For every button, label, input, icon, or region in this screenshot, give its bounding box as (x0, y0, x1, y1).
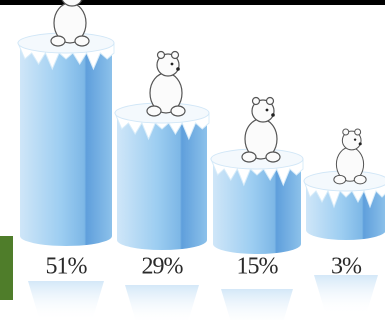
value-label: 51% (46, 254, 88, 280)
bear-leg (353, 174, 367, 185)
polar-bear (241, 96, 281, 163)
bear-ear (354, 128, 362, 136)
ice-reflection (314, 275, 378, 315)
top-bar (0, 0, 385, 5)
ice-reflection (125, 285, 199, 320)
bear-ear (251, 96, 261, 106)
ice-block (20, 43, 112, 246)
bear-leg (146, 105, 162, 117)
bear-ear (170, 50, 180, 60)
bear-ear (156, 50, 166, 60)
bear-leg (241, 151, 257, 163)
value-label: 29% (142, 254, 184, 280)
bear-leg (74, 35, 90, 47)
bear-ear (342, 128, 350, 136)
bear-nose (176, 67, 180, 71)
bear-leg (170, 105, 186, 117)
ice-block (213, 159, 301, 254)
bear-nose (271, 113, 275, 117)
value-label: 15% (237, 254, 279, 280)
side-block (0, 236, 13, 300)
bear-head (61, 0, 83, 7)
ice-reflection (28, 281, 104, 320)
polar-bear (333, 128, 367, 185)
bear-eye (170, 62, 174, 66)
bear-leg (333, 174, 347, 185)
polar-bear (146, 50, 186, 117)
bear-eye (265, 108, 269, 112)
bear-head (251, 99, 275, 123)
ice-reflection (221, 289, 293, 320)
bear-nose (358, 142, 362, 146)
bear-head (341, 130, 362, 151)
polar-bear (50, 0, 90, 47)
value-label: 3% (331, 254, 362, 280)
bear-head (156, 53, 180, 77)
bear-leg (265, 151, 281, 163)
bear-eye (353, 138, 357, 141)
bear-ear (265, 96, 275, 106)
bear-leg (50, 35, 66, 47)
bear-nose (80, 0, 84, 1)
ice-block (117, 113, 207, 250)
